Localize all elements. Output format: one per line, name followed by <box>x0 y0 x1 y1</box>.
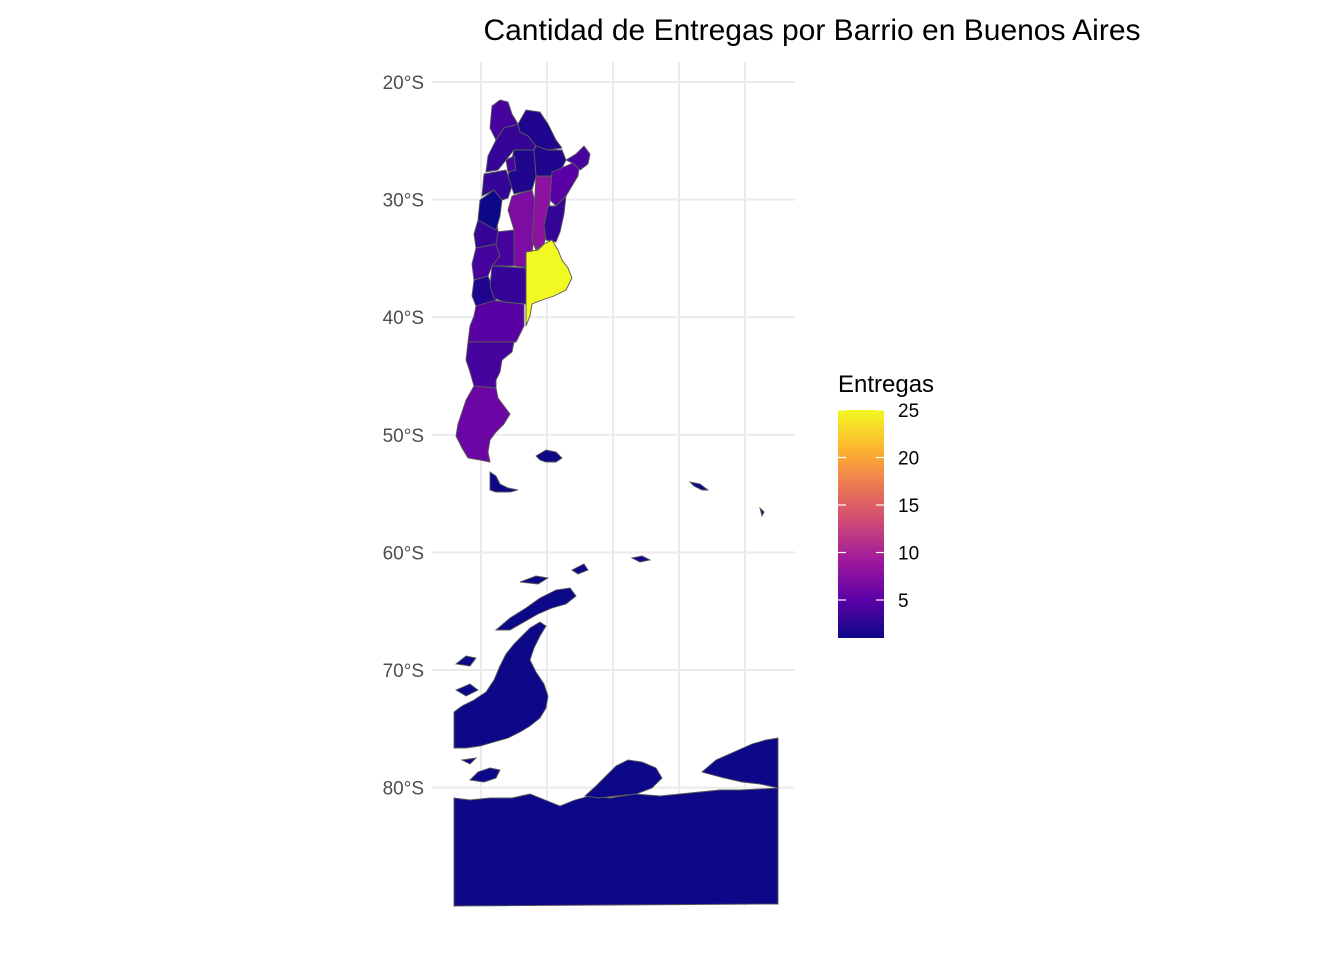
color-legend: Entregas 5 10 15 20 25 <box>838 371 934 638</box>
region-antartida <box>454 655 477 667</box>
latitude-tick-label: 30°S <box>383 191 424 212</box>
latitude-axis: 20°S 30°S 40°S 50°S 60°S 70°S 80°S <box>383 73 424 800</box>
region-antartida <box>519 575 550 585</box>
region-entre-rios <box>543 194 567 243</box>
legend-title: Entregas <box>838 371 934 398</box>
legend-tick-label: 20 <box>898 449 919 470</box>
chart-title: Cantidad de Entregas por Barrio en Bueno… <box>483 14 1140 47</box>
region-antartida <box>453 621 549 749</box>
latitude-tick-label: 60°S <box>383 543 424 564</box>
region-sandwich <box>759 506 765 518</box>
legend-tick-label: 25 <box>898 401 919 422</box>
region-antartida <box>455 683 479 697</box>
region-la-pampa <box>489 265 527 305</box>
region-catamarca <box>481 169 513 201</box>
region-antartida <box>469 767 501 783</box>
region-santa-cruz <box>455 385 511 463</box>
region-antartida <box>571 563 589 575</box>
latitude-tick-label: 80°S <box>383 779 424 800</box>
region-antartida <box>583 759 663 799</box>
legend-tick-label: 5 <box>898 591 909 612</box>
map-regions <box>453 99 779 907</box>
region-chubut <box>465 341 515 389</box>
latitude-tick-label: 70°S <box>383 661 424 682</box>
region-tucuman <box>505 155 517 173</box>
legend-ticks: 5 10 15 20 25 <box>838 401 919 612</box>
region-antartida <box>701 737 779 789</box>
region-misiones <box>565 145 591 171</box>
region-corrientes <box>549 159 581 207</box>
legend-colorbar <box>838 410 884 638</box>
legend-tick-label: 10 <box>898 544 919 565</box>
latitude-tick-label: 40°S <box>383 308 424 329</box>
region-antartida <box>630 555 652 563</box>
region-tierra-del-fuego <box>489 471 519 493</box>
region-formosa <box>517 109 563 151</box>
latitude-tick-label: 50°S <box>383 426 424 447</box>
region-malvinas <box>535 449 563 463</box>
legend-tick-label: 15 <box>898 496 919 517</box>
region-rio-negro <box>467 299 525 343</box>
region-antartida <box>494 587 577 631</box>
region-antartida <box>453 787 779 907</box>
region-antartida <box>460 757 478 765</box>
region-buenos-aires <box>525 239 573 327</box>
latitude-tick-label: 20°S <box>383 73 424 94</box>
region-georgias <box>688 481 710 491</box>
